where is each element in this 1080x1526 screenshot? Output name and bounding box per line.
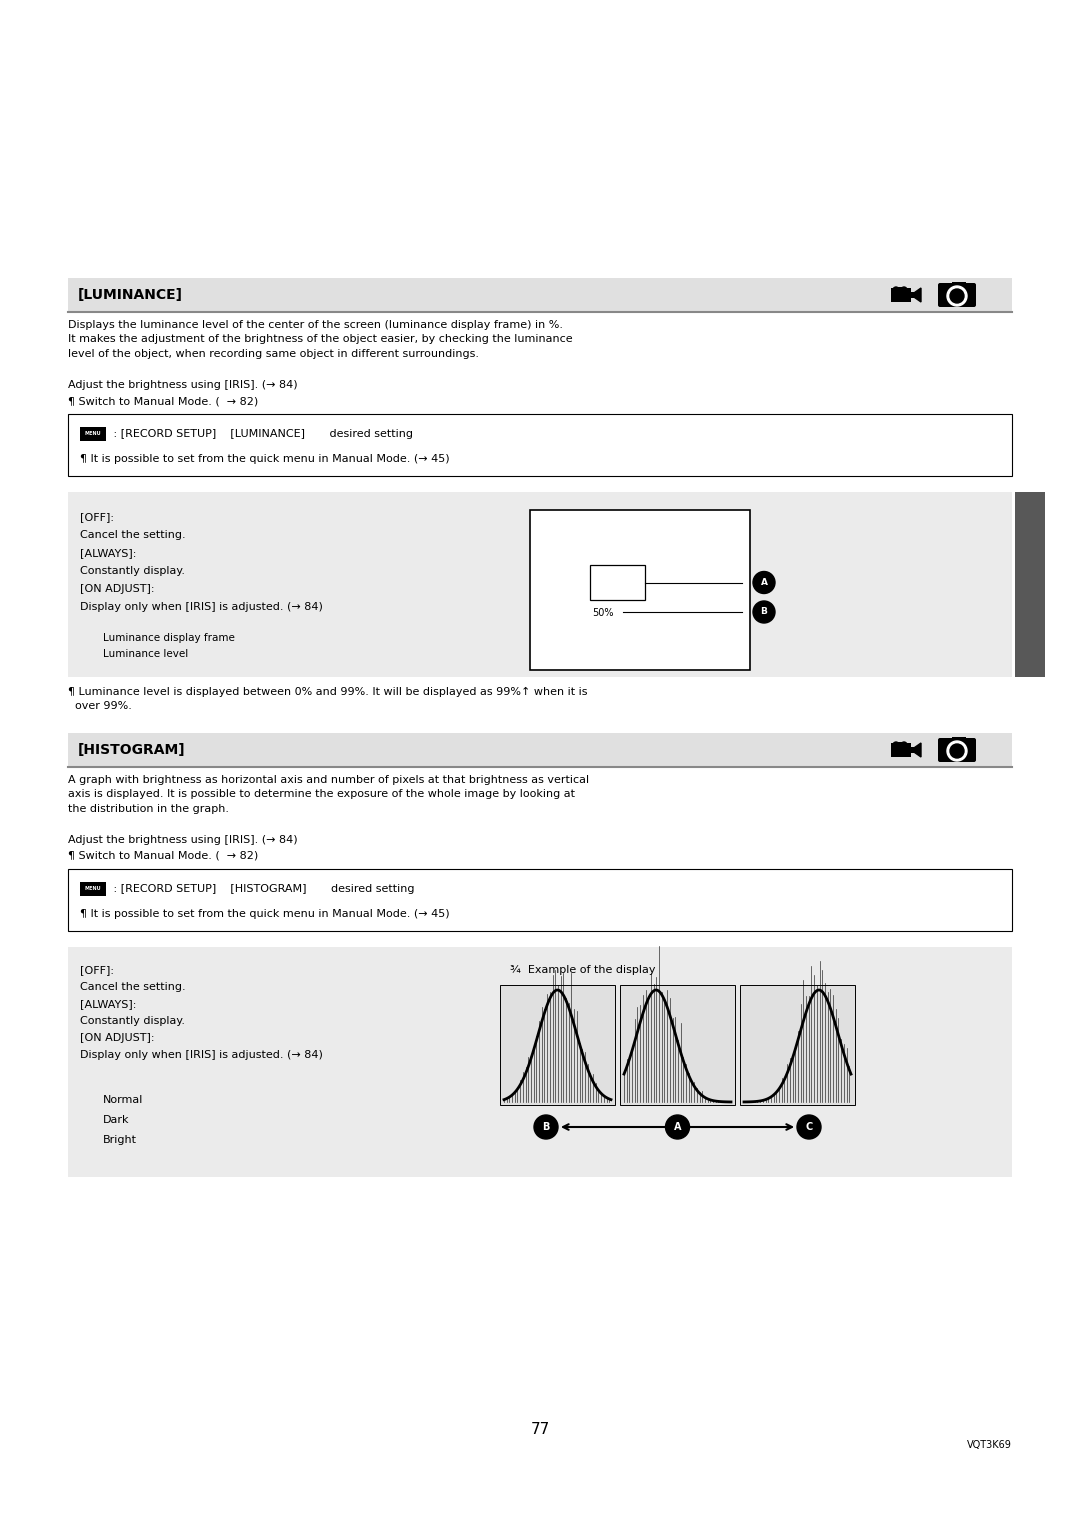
Text: Adjust the brightness using [IRIS]. (→ 84): Adjust the brightness using [IRIS]. (→ 8… <box>68 380 298 391</box>
Text: ¾  Example of the display: ¾ Example of the display <box>510 964 656 975</box>
Text: ¶ It is possible to set from the quick menu in Manual Mode. (→ 45): ¶ It is possible to set from the quick m… <box>80 908 449 919</box>
Circle shape <box>797 1116 821 1138</box>
Text: ¶ Luminance level is displayed between 0% and 99%. It will be displayed as 99%↑ : ¶ Luminance level is displayed between 0… <box>68 687 588 711</box>
Text: : [RECORD SETUP]    [HISTOGRAM]       desired setting: : [RECORD SETUP] [HISTOGRAM] desired set… <box>110 884 415 894</box>
Text: [OFF]:: [OFF]: <box>80 513 114 522</box>
Text: MENU: MENU <box>84 887 102 891</box>
Text: Constantly display.: Constantly display. <box>80 566 185 575</box>
Bar <box>68 868 1012 931</box>
Circle shape <box>893 742 899 748</box>
Text: A graph with brightness as horizontal axis and number of pixels at that brightne: A graph with brightness as horizontal ax… <box>68 775 589 813</box>
Text: A: A <box>674 1122 681 1132</box>
Bar <box>891 288 912 302</box>
Bar <box>68 732 1012 768</box>
Bar <box>620 984 735 1105</box>
Text: Cancel the setting.: Cancel the setting. <box>80 983 186 992</box>
Bar <box>68 948 1012 1177</box>
Bar <box>530 510 750 670</box>
Bar <box>500 984 615 1105</box>
Bar <box>68 278 1012 311</box>
Circle shape <box>901 287 907 293</box>
Bar <box>68 491 1012 678</box>
Text: VQT3K69: VQT3K69 <box>967 1441 1012 1450</box>
Text: A: A <box>760 578 768 588</box>
Circle shape <box>753 601 775 623</box>
Text: Displays the luminance level of the center of the screen (luminance display fram: Displays the luminance level of the cent… <box>68 320 572 359</box>
Text: Display only when [IRIS] is adjusted. (→ 84): Display only when [IRIS] is adjusted. (→… <box>80 601 323 612</box>
Bar <box>68 414 1012 476</box>
Circle shape <box>901 742 907 748</box>
Bar <box>891 743 912 757</box>
Text: Display only when [IRIS] is adjusted. (→ 84): Display only when [IRIS] is adjusted. (→… <box>80 1050 323 1061</box>
Text: [HISTOGRAM]: [HISTOGRAM] <box>78 743 186 757</box>
Text: B: B <box>760 607 768 617</box>
Bar <box>951 737 966 743</box>
Text: [ALWAYS]:: [ALWAYS]: <box>80 548 136 559</box>
Text: 50%: 50% <box>592 607 613 618</box>
Bar <box>80 427 106 441</box>
Text: Luminance display frame: Luminance display frame <box>103 633 234 642</box>
Text: ¶ It is possible to set from the quick menu in Manual Mode. (→ 45): ¶ It is possible to set from the quick m… <box>80 453 449 464</box>
Text: Normal: Normal <box>103 1096 144 1105</box>
FancyBboxPatch shape <box>939 739 976 761</box>
Text: [ALWAYS]:: [ALWAYS]: <box>80 1000 136 1009</box>
Bar <box>909 748 915 752</box>
Circle shape <box>534 1116 558 1138</box>
Text: ¶ Switch to Manual Mode. (  → 82): ¶ Switch to Manual Mode. ( → 82) <box>68 852 258 861</box>
Bar <box>895 287 903 291</box>
Circle shape <box>950 745 964 758</box>
Text: [ON ADJUST]:: [ON ADJUST]: <box>80 584 154 594</box>
Bar <box>909 291 915 298</box>
Text: Cancel the setting.: Cancel the setting. <box>80 530 186 540</box>
Circle shape <box>893 287 899 293</box>
Text: Luminance level: Luminance level <box>103 649 188 659</box>
Text: C: C <box>806 1122 812 1132</box>
Circle shape <box>947 742 967 761</box>
Text: [ON ADJUST]:: [ON ADJUST]: <box>80 1033 154 1042</box>
Text: Bright: Bright <box>103 1135 137 1144</box>
Text: MENU: MENU <box>84 432 102 436</box>
Text: [LUMINANCE]: [LUMINANCE] <box>78 288 183 302</box>
Text: B: B <box>542 1122 550 1132</box>
Polygon shape <box>912 743 921 757</box>
Circle shape <box>950 288 964 304</box>
Text: Constantly display.: Constantly display. <box>80 1016 185 1025</box>
Text: ¶ Switch to Manual Mode. (  → 82): ¶ Switch to Manual Mode. ( → 82) <box>68 397 258 406</box>
Bar <box>80 882 106 896</box>
Text: [OFF]:: [OFF]: <box>80 964 114 975</box>
Text: : [RECORD SETUP]    [LUMINANCE]       desired setting: : [RECORD SETUP] [LUMINANCE] desired set… <box>110 429 413 439</box>
Bar <box>740 984 855 1105</box>
Text: 77: 77 <box>530 1422 550 1437</box>
FancyBboxPatch shape <box>939 282 976 307</box>
Bar <box>590 565 645 600</box>
Text: Adjust the brightness using [IRIS]. (→ 84): Adjust the brightness using [IRIS]. (→ 8… <box>68 835 298 845</box>
Bar <box>951 282 966 288</box>
Text: Dark: Dark <box>103 1116 130 1125</box>
Bar <box>895 742 903 748</box>
Polygon shape <box>912 288 921 302</box>
Circle shape <box>753 572 775 594</box>
Circle shape <box>665 1116 689 1138</box>
Bar <box>1015 491 1045 678</box>
Circle shape <box>947 285 967 307</box>
